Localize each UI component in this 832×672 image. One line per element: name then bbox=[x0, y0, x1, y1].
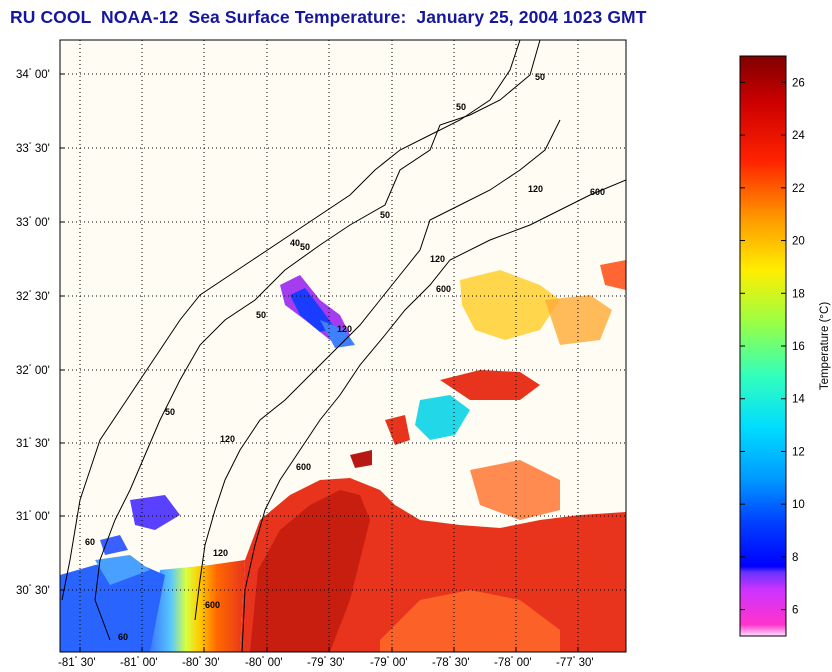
svg-text:60: 60 bbox=[85, 537, 95, 547]
svg-text:50: 50 bbox=[165, 407, 175, 417]
svg-text:600: 600 bbox=[296, 462, 311, 472]
svg-text:50: 50 bbox=[256, 310, 266, 320]
svg-text:50: 50 bbox=[380, 210, 390, 220]
coastline-and-isobaths bbox=[61, 40, 626, 652]
colorbar-tick-label: 6 bbox=[792, 605, 798, 617]
svg-text:33° 00': 33° 00' bbox=[16, 215, 50, 229]
colorbar bbox=[739, 55, 787, 637]
isobath-120 bbox=[194, 119, 561, 621]
svg-text:600: 600 bbox=[436, 284, 451, 294]
colorbar-tick-label: 14 bbox=[792, 394, 805, 406]
svg-text:-77° 30': -77° 30' bbox=[556, 655, 594, 669]
svg-text:32° 00': 32° 00' bbox=[16, 363, 50, 377]
svg-text:-80° 00': -80° 00' bbox=[245, 655, 283, 669]
svg-text:-80° 30': -80° 30' bbox=[182, 655, 220, 669]
colorbar-ticks: 26 24 22 20 18 16 14 12 10 8 6 bbox=[740, 77, 805, 617]
svg-text:-78° 00': -78° 00' bbox=[494, 655, 532, 669]
tick-marks bbox=[60, 73, 579, 652]
svg-text:30° 30': 30° 30' bbox=[16, 583, 50, 597]
svg-text:33° 30': 33° 30' bbox=[16, 141, 50, 155]
svg-text:120: 120 bbox=[337, 324, 352, 334]
isobath-600 bbox=[241, 179, 626, 652]
colorbar-label: Temperature (°C) bbox=[819, 302, 831, 390]
colorbar-tick-label: 18 bbox=[792, 288, 805, 300]
svg-text:-78° 30': -78° 30' bbox=[432, 655, 470, 669]
svg-text:32° 30': 32° 30' bbox=[16, 289, 50, 303]
svg-text:60: 60 bbox=[118, 632, 128, 642]
colorbar-tick-label: 12 bbox=[792, 446, 805, 458]
longitude-labels: -81° 30' -81° 00' -80° 30' -80° 00' -79°… bbox=[58, 655, 594, 669]
sst-field bbox=[60, 260, 626, 652]
svg-text:120: 120 bbox=[528, 184, 543, 194]
svg-text:600: 600 bbox=[205, 600, 220, 610]
svg-text:40: 40 bbox=[290, 238, 300, 248]
svg-text:50: 50 bbox=[300, 242, 310, 252]
colorbar-tick-label: 26 bbox=[792, 77, 805, 89]
map-frame bbox=[59, 39, 627, 653]
colorbar-tick-label: 24 bbox=[792, 130, 805, 142]
svg-text:120: 120 bbox=[220, 434, 235, 444]
latitude-labels: 34° 00' 33° 30' 33° 00' 32° 30' 32° 00' … bbox=[16, 67, 50, 597]
page-title: RU COOL NOAA-12 Sea Surface Temperature:… bbox=[10, 7, 647, 27]
svg-text:-81° 00': -81° 00' bbox=[120, 655, 158, 669]
colorbar-tick-label: 8 bbox=[792, 552, 798, 564]
colorbar-tick-label: 10 bbox=[792, 499, 805, 511]
svg-text:-81° 30': -81° 30' bbox=[58, 655, 96, 669]
svg-text:600: 600 bbox=[590, 187, 605, 197]
svg-text:-79° 30': -79° 30' bbox=[307, 655, 345, 669]
colorbar-tick-label: 20 bbox=[792, 236, 805, 248]
colorbar-tick-label: 22 bbox=[792, 183, 805, 195]
contour-labels: 50 50 50 50 50 50 120 120 120 120 120 60… bbox=[85, 72, 605, 642]
svg-text:31° 30': 31° 30' bbox=[16, 436, 50, 450]
svg-text:50: 50 bbox=[456, 102, 466, 112]
svg-text:31° 00': 31° 00' bbox=[16, 509, 50, 523]
isobath-50 bbox=[94, 40, 541, 641]
coastline bbox=[61, 40, 521, 601]
colorbar-tick-label: 16 bbox=[792, 341, 805, 353]
svg-text:120: 120 bbox=[430, 254, 445, 264]
svg-text:120: 120 bbox=[213, 548, 228, 558]
svg-text:50: 50 bbox=[535, 72, 545, 82]
svg-text:34° 00': 34° 00' bbox=[16, 67, 50, 81]
svg-text:-79° 00': -79° 00' bbox=[370, 655, 408, 669]
